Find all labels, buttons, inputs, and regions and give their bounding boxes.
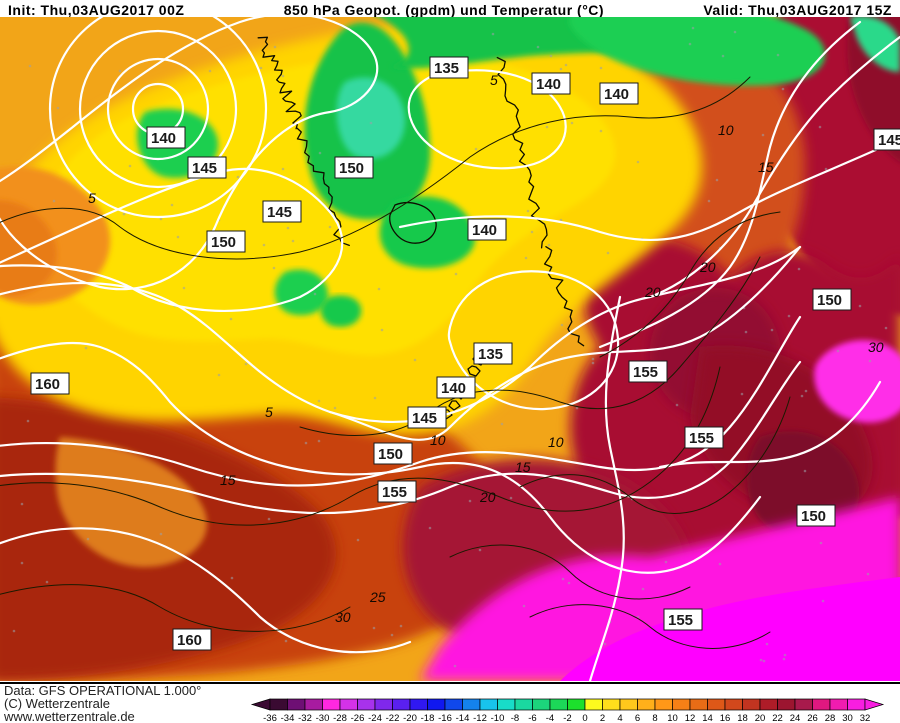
svg-text:10: 10 <box>718 122 734 138</box>
svg-text:140: 140 <box>604 86 629 103</box>
svg-text:20: 20 <box>479 489 496 505</box>
svg-text:145: 145 <box>878 132 900 149</box>
svg-text:-26: -26 <box>351 713 365 723</box>
svg-text:32: 32 <box>860 713 871 723</box>
svg-text:-18: -18 <box>421 713 435 723</box>
svg-text:150: 150 <box>817 292 842 309</box>
svg-text:135: 135 <box>478 346 503 363</box>
svg-text:-10: -10 <box>491 713 505 723</box>
svg-text:2: 2 <box>600 713 605 723</box>
svg-text:26: 26 <box>807 713 818 723</box>
svg-text:-28: -28 <box>333 713 347 723</box>
svg-text:-22: -22 <box>386 713 400 723</box>
svg-text:10: 10 <box>430 432 446 448</box>
svg-text:20: 20 <box>699 259 716 275</box>
svg-text:-4: -4 <box>546 713 554 723</box>
svg-text:155: 155 <box>689 430 714 447</box>
svg-text:20: 20 <box>755 713 766 723</box>
svg-text:150: 150 <box>378 446 403 463</box>
svg-text:-34: -34 <box>281 713 295 723</box>
svg-text:4: 4 <box>617 713 622 723</box>
svg-text:18: 18 <box>737 713 748 723</box>
svg-text:0: 0 <box>582 713 587 723</box>
svg-text:25: 25 <box>369 589 386 605</box>
svg-text:22: 22 <box>772 713 783 723</box>
svg-text:5: 5 <box>265 404 273 420</box>
svg-text:145: 145 <box>192 160 217 177</box>
svg-text:-14: -14 <box>456 713 470 723</box>
svg-text:140: 140 <box>472 222 497 239</box>
svg-text:140: 140 <box>536 76 561 93</box>
svg-text:15: 15 <box>515 459 531 475</box>
svg-text:145: 145 <box>412 410 437 427</box>
svg-text:15: 15 <box>220 472 236 488</box>
svg-text:24: 24 <box>790 713 801 723</box>
svg-text:140: 140 <box>151 130 176 147</box>
svg-text:160: 160 <box>177 632 202 649</box>
svg-text:150: 150 <box>339 160 364 177</box>
svg-text:145: 145 <box>267 204 292 221</box>
svg-text:-6: -6 <box>528 713 536 723</box>
svg-text:-36: -36 <box>263 713 277 723</box>
svg-text:28: 28 <box>825 713 836 723</box>
svg-text:5: 5 <box>490 72 498 88</box>
svg-text:30: 30 <box>335 609 351 625</box>
svg-text:-16: -16 <box>438 713 452 723</box>
svg-text:20: 20 <box>644 284 661 300</box>
svg-text:10: 10 <box>667 713 678 723</box>
svg-text:-12: -12 <box>473 713 487 723</box>
svg-text:10: 10 <box>548 434 564 450</box>
svg-text:30: 30 <box>842 713 853 723</box>
svg-text:155: 155 <box>382 484 407 501</box>
svg-text:16: 16 <box>720 713 731 723</box>
svg-text:-24: -24 <box>368 713 382 723</box>
svg-text:12: 12 <box>685 713 696 723</box>
svg-text:-32: -32 <box>298 713 312 723</box>
svg-text:15: 15 <box>758 159 774 175</box>
svg-text:30: 30 <box>868 339 884 355</box>
svg-text:-8: -8 <box>511 713 519 723</box>
svg-text:150: 150 <box>801 508 826 525</box>
svg-text:155: 155 <box>668 612 693 629</box>
svg-text:6: 6 <box>635 713 640 723</box>
svg-text:-20: -20 <box>403 713 417 723</box>
svg-text:-2: -2 <box>563 713 571 723</box>
svg-text:14: 14 <box>702 713 713 723</box>
svg-text:135: 135 <box>434 60 459 77</box>
svg-text:155: 155 <box>633 364 658 381</box>
svg-text:8: 8 <box>652 713 657 723</box>
svg-text:5: 5 <box>88 190 96 206</box>
svg-text:160: 160 <box>35 376 60 393</box>
svg-text:150: 150 <box>211 234 236 251</box>
svg-text:-30: -30 <box>316 713 330 723</box>
svg-text:140: 140 <box>441 380 466 397</box>
